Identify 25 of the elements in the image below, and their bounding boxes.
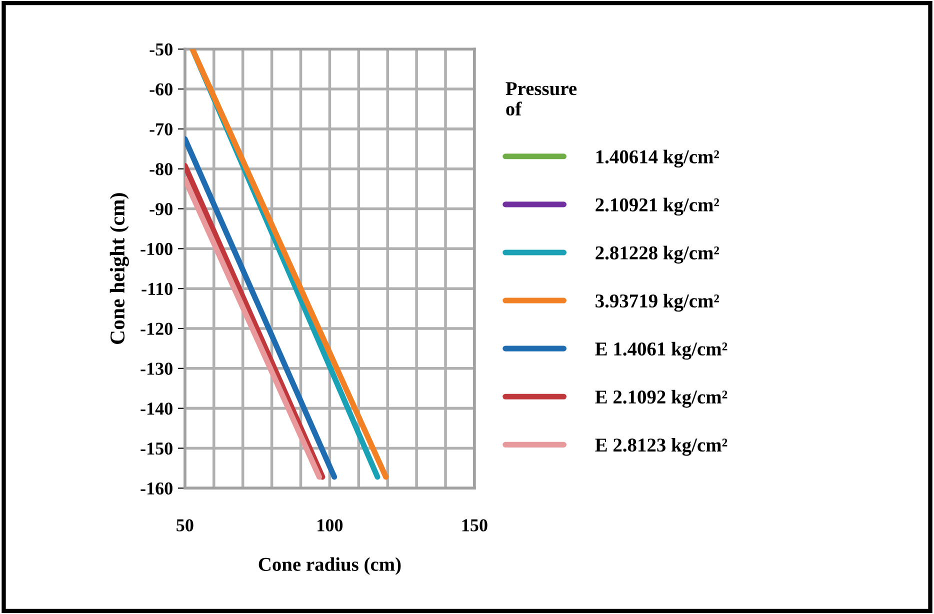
y-tick-label: -80 bbox=[150, 163, 172, 176]
x-tick-label: 50 bbox=[176, 519, 194, 532]
legend-label: 2.81228 kg/cm² bbox=[596, 246, 720, 264]
legend-label: 1.40614 kg/cm² bbox=[596, 150, 720, 168]
y-tick-label: -150 bbox=[140, 442, 172, 455]
y-tick-label: -60 bbox=[150, 83, 172, 96]
y-tick-label: -140 bbox=[140, 402, 172, 415]
y-tick-label: -130 bbox=[140, 362, 172, 375]
y-tick-label: -160 bbox=[140, 482, 172, 495]
y-tick-label: -50 bbox=[150, 43, 172, 56]
x-tick-label: 150 bbox=[462, 519, 488, 532]
legend-label: E 2.8123 kg/cm² bbox=[595, 438, 728, 456]
y-tick-label: -70 bbox=[150, 123, 172, 136]
legend-label: 2.10921 kg/cm² bbox=[596, 198, 720, 216]
legend-title: Pressure of bbox=[506, 82, 577, 116]
y-tick-label: -110 bbox=[142, 282, 172, 296]
x-axis-title: Cone radius (cm) bbox=[258, 557, 401, 575]
y-tick-label: -120 bbox=[140, 322, 172, 335]
y-axis-title: Cone height (cm) bbox=[110, 193, 129, 344]
legend-label: E 1.4061 kg/cm² bbox=[595, 342, 728, 360]
x-tick-label: 100 bbox=[318, 519, 343, 532]
legend-label: E 2.1092 kg/cm² bbox=[595, 390, 728, 408]
y-tick-label: -100 bbox=[140, 242, 172, 256]
legend-label: 3.93719 kg/cm² bbox=[596, 294, 720, 312]
y-tick-label: -90 bbox=[150, 203, 172, 216]
